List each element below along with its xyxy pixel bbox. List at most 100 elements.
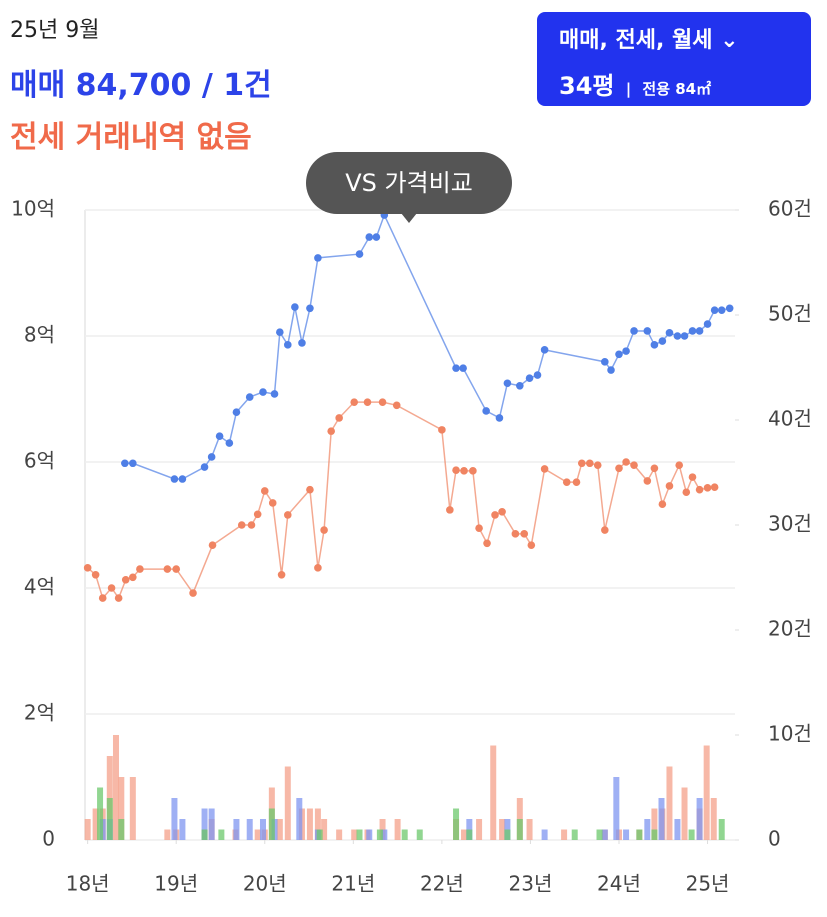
point [327, 427, 335, 435]
point [511, 530, 520, 538]
bar [218, 829, 225, 840]
bar [201, 808, 208, 840]
exclusive-area[interactable]: 전용 84㎡ [642, 80, 712, 98]
point [232, 408, 241, 417]
point [129, 459, 137, 468]
size[interactable]: 34평 [559, 72, 615, 100]
y2-tick-label: 40건 [768, 407, 812, 431]
bar [710, 798, 717, 840]
bar [718, 819, 725, 840]
bar [601, 829, 608, 840]
bar [259, 819, 266, 840]
compare-label[interactable]: VS 가격비교 [345, 169, 473, 197]
point [650, 464, 659, 473]
point [593, 461, 602, 469]
bar [674, 819, 681, 840]
point [260, 487, 269, 495]
point [630, 461, 638, 469]
bar [499, 819, 506, 840]
point [245, 393, 254, 401]
point [291, 303, 299, 311]
point [688, 473, 697, 481]
dropdown-caret[interactable]: ⌄ [712, 28, 739, 53]
bar [336, 829, 343, 840]
deal-types[interactable]: 매매, 전세, 월세 [559, 28, 713, 53]
point [585, 459, 594, 468]
bar [351, 829, 358, 840]
bar [681, 787, 688, 840]
bar [401, 829, 408, 840]
point [83, 564, 92, 572]
bar [254, 829, 261, 840]
y-tick-label: 6억 [24, 449, 55, 473]
point [658, 337, 667, 345]
point [615, 464, 623, 473]
point [460, 467, 468, 475]
bar [541, 829, 548, 840]
point [675, 461, 684, 469]
bar [118, 777, 125, 840]
point [717, 306, 726, 314]
bar [623, 829, 630, 840]
bar [596, 829, 603, 840]
point [170, 475, 179, 483]
bar [97, 787, 104, 840]
point [665, 329, 674, 337]
bar [118, 819, 125, 840]
point [459, 364, 467, 372]
point [365, 233, 374, 241]
point [516, 381, 524, 390]
point [475, 524, 483, 532]
bar [644, 819, 651, 840]
sale-summary: 매매 84,700 / 1건 [10, 68, 272, 103]
filter-button[interactable]: 매매, 전세, 월세 ⌄ 34평 | 전용 84㎡ [537, 12, 811, 106]
point [136, 565, 144, 573]
point [268, 499, 277, 507]
bar [208, 808, 215, 840]
bar [453, 808, 460, 840]
bar [571, 829, 578, 840]
point [129, 573, 137, 582]
point [298, 339, 306, 347]
point [682, 488, 691, 497]
x-tick-label: 20년 [243, 872, 287, 896]
point [615, 350, 623, 359]
point [277, 570, 286, 579]
point [107, 584, 116, 592]
bar [394, 819, 401, 840]
date: 25년 9월 [10, 18, 100, 43]
point [658, 500, 667, 509]
x-tick-label: 23년 [509, 872, 553, 896]
bar [381, 829, 388, 840]
bar [651, 808, 658, 840]
point [350, 398, 359, 406]
bar [490, 745, 497, 840]
point [650, 341, 659, 349]
point [306, 304, 314, 313]
point [527, 541, 536, 549]
bar [376, 829, 383, 840]
point [607, 366, 615, 374]
y-tick-label: 2억 [24, 701, 55, 725]
point [121, 576, 130, 584]
point [540, 346, 549, 354]
bar [106, 798, 113, 840]
point [643, 327, 652, 335]
y-tick-label: 8억 [24, 323, 55, 347]
y2-tick-label: 20건 [768, 617, 812, 641]
bar [201, 829, 208, 840]
bar [416, 829, 423, 840]
point [725, 304, 734, 313]
bar [171, 798, 178, 840]
point [259, 388, 267, 396]
point [601, 526, 609, 534]
point [577, 459, 586, 468]
point [283, 341, 292, 349]
point [540, 465, 549, 473]
bar [321, 819, 328, 840]
point [483, 539, 491, 548]
compare-button[interactable]: VS 가격비교 [306, 152, 512, 214]
point [695, 327, 704, 335]
point [200, 463, 209, 471]
point [378, 398, 387, 406]
